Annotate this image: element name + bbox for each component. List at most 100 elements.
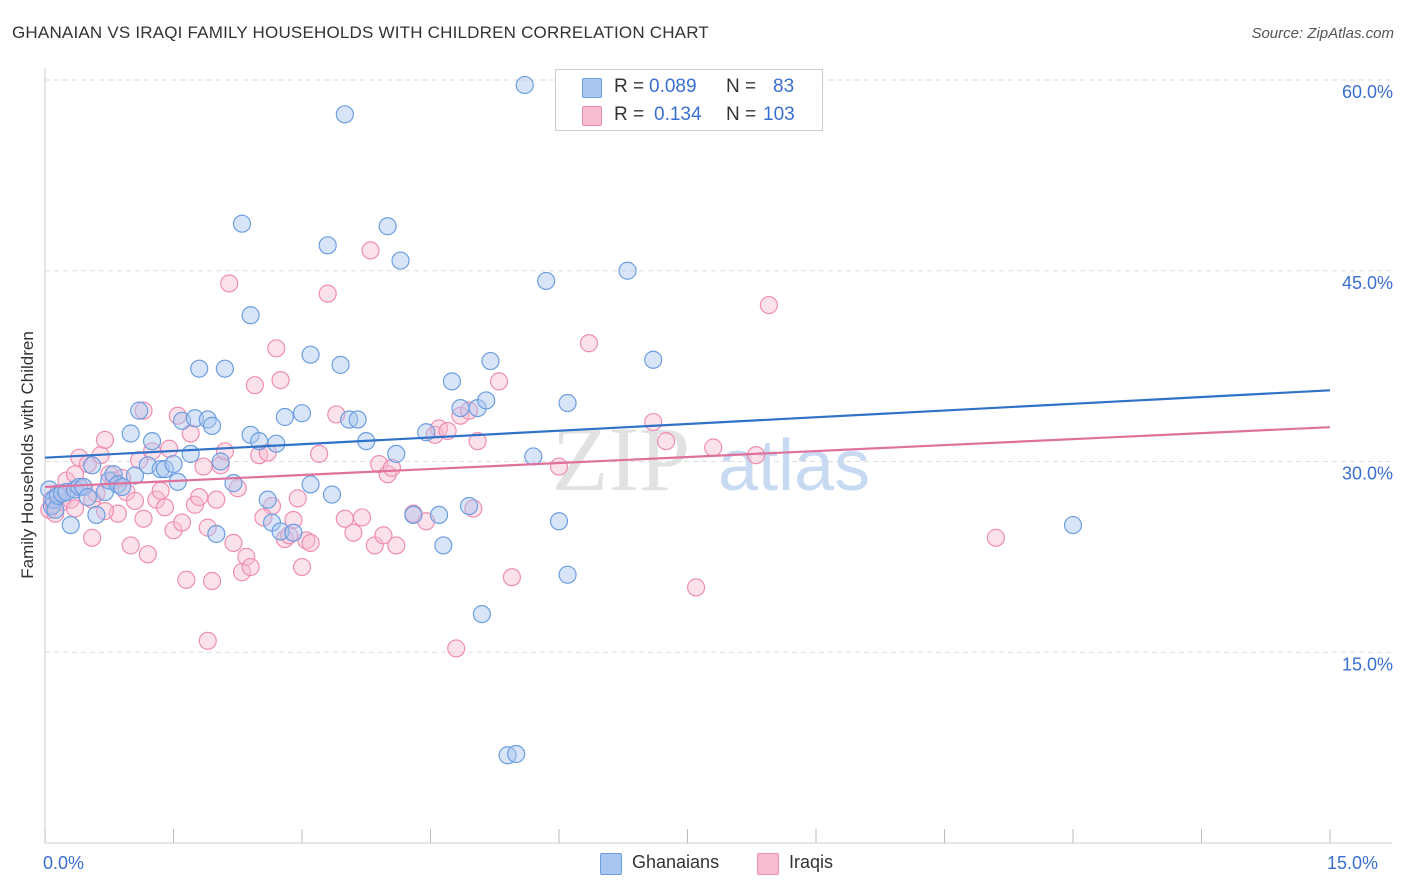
- ghanaians-point: [549, 512, 569, 531]
- iraqis-point: [318, 284, 337, 303]
- iraqis-point: [344, 523, 363, 542]
- iraqis-swatch: [757, 853, 779, 875]
- iraqis-point: [245, 376, 264, 395]
- legend-n-label: N =: [726, 104, 757, 125]
- iraqis-point: [438, 421, 457, 441]
- chart-title: GHANAIAN VS IRAQI FAMILY HOUSEHOLDS WITH…: [12, 23, 709, 42]
- iraqis-point: [451, 406, 470, 425]
- ghanaians-point: [87, 505, 106, 525]
- iraqis-point: [986, 528, 1006, 547]
- ghanaians-point: [190, 359, 209, 378]
- iraqis-point: [374, 526, 393, 545]
- ghanaians-point: [185, 409, 205, 428]
- iraqis-trendline: [44, 426, 1331, 489]
- ghanaians-point: [348, 410, 367, 429]
- iraqis-point: [489, 372, 509, 391]
- ghanaians-point: [524, 447, 543, 466]
- iraqis-point: [254, 508, 273, 527]
- iraqis-point: [65, 499, 85, 518]
- iraqis-point: [502, 568, 521, 587]
- iraqis-point: [267, 339, 286, 358]
- ghanaians-point: [322, 485, 342, 504]
- y-tick-label: 30.0%: [1342, 464, 1393, 484]
- iraqis-point: [160, 439, 179, 458]
- iraqis-point: [759, 295, 778, 315]
- ghanaians-point: [481, 351, 500, 371]
- y-tick-labels: 15.0% 30.0% 45.0% 60.0%: [1342, 82, 1393, 674]
- watermark-atlas: atlas: [718, 426, 870, 506]
- legend-r-value: 0.134: [654, 104, 702, 125]
- y-tick-label: 45.0%: [1342, 273, 1393, 293]
- iraqis-point: [644, 412, 663, 432]
- iraqis-point: [361, 241, 380, 260]
- iraqis-point: [121, 536, 140, 555]
- watermark-zip: ZIP: [552, 408, 690, 510]
- legend-row-ghanaians: R = 0.089 N = 83: [556, 73, 822, 101]
- ghanaians-point: [335, 105, 354, 124]
- iraqis-point: [447, 639, 466, 658]
- ghanaians-point: [434, 536, 453, 555]
- ghanaians-point: [644, 350, 663, 369]
- iraqis-point: [468, 432, 487, 451]
- legend-n-value: 103: [763, 104, 795, 125]
- iraqis-point: [134, 509, 153, 528]
- y-tick-label: 15.0%: [1342, 654, 1393, 674]
- ghanaians-point: [125, 466, 145, 485]
- source-label: Source: ZipAtlas.com: [1251, 25, 1394, 42]
- ghanaians-point: [442, 372, 462, 391]
- ghanaians-point: [121, 424, 140, 443]
- iraqis-point: [177, 570, 196, 589]
- ghanaians-point: [46, 500, 65, 519]
- legend-n-value: 83: [773, 76, 795, 97]
- ghanaians-point: [78, 488, 97, 507]
- legend-r-label: R =: [614, 104, 645, 125]
- y-tick-label: 60.0%: [1342, 82, 1393, 102]
- iraqis-point: [686, 578, 706, 597]
- ghanaians-point: [267, 434, 286, 453]
- ghanaians-point: [477, 391, 496, 410]
- iraqis-point: [284, 510, 303, 530]
- iraqis-point: [220, 274, 239, 293]
- iraqis-point: [288, 489, 307, 508]
- bottom-legend-iraqis: Iraqis: [757, 851, 857, 877]
- correlation-legend: R = 0.089 N = 83 R = 0.134 N = 103: [555, 69, 823, 131]
- iraqis-point: [134, 401, 153, 420]
- iraqis-point: [704, 438, 723, 457]
- iraqis-point: [382, 458, 402, 477]
- ghanaians-point: [558, 565, 577, 584]
- ghanaians-points: [40, 75, 1083, 765]
- bottom-legend-ghanaians: Ghanaians: [600, 851, 730, 877]
- ghanaians-point: [537, 271, 556, 291]
- ghanaians-point: [429, 505, 449, 525]
- iraqis-point: [151, 481, 170, 500]
- ghanaians-point: [215, 359, 234, 378]
- trendlines: [44, 389, 1331, 489]
- x-tick-min: 0.0%: [43, 853, 85, 873]
- legend-n-label: N =: [726, 76, 757, 97]
- ghanaians-point: [515, 75, 534, 95]
- ghanaians-point: [232, 214, 252, 233]
- ghanaians-swatch: [600, 853, 622, 875]
- ghanaians-point: [459, 496, 479, 516]
- axes: [44, 68, 1392, 844]
- iraqis-point: [211, 456, 230, 475]
- ghanaians-point: [258, 490, 277, 509]
- iraqis-point: [155, 498, 175, 517]
- ghanaians-point: [202, 416, 222, 435]
- iraqis-point: [202, 571, 222, 591]
- ghanaians-point: [61, 515, 80, 535]
- ghanaians-point: [387, 444, 406, 463]
- iraqis-point: [301, 533, 320, 552]
- iraqis-point: [387, 536, 406, 555]
- ghanaians-point: [83, 456, 102, 475]
- ghanaians-point: [211, 452, 230, 471]
- iraqis-point: [271, 371, 290, 390]
- iraqis-point: [656, 432, 676, 451]
- iraqis-point: [95, 430, 115, 449]
- iraqis-point: [292, 557, 312, 577]
- ghanaians-point: [207, 524, 226, 544]
- legend-swatch-pink: [582, 106, 602, 126]
- ghanaians-point: [618, 261, 637, 280]
- iraqis-point: [224, 533, 243, 552]
